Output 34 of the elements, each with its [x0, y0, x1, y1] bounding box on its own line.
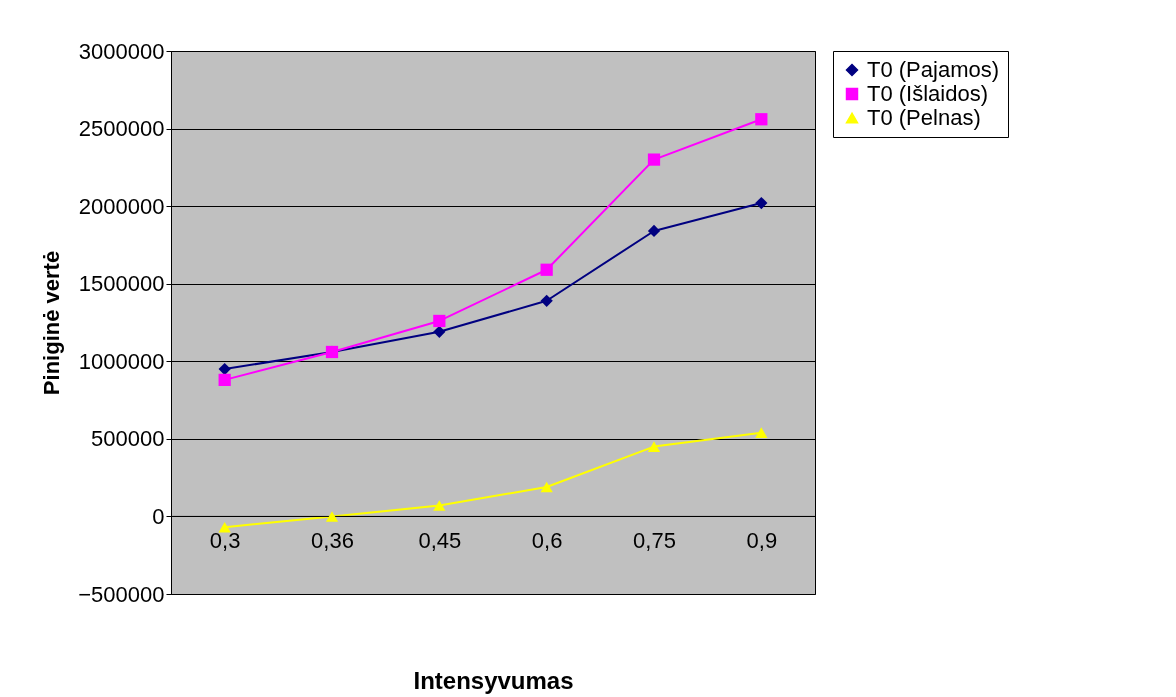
y-tick-label: −500000 [78, 581, 165, 607]
legend-label: T0 (Pelnas) [867, 105, 981, 130]
point [218, 521, 231, 533]
point [218, 373, 231, 387]
point [325, 511, 339, 522]
point [540, 481, 553, 493]
x-tick-label: 0,45 [418, 527, 462, 553]
y-tick-label: 1500000 [78, 271, 165, 297]
point [218, 362, 231, 376]
y-tick-label: 2000000 [78, 193, 165, 219]
x-tick-label: 0,9 [746, 527, 778, 553]
x-tick-label: 0,36 [311, 527, 354, 553]
y-tick-label: 1000000 [78, 348, 165, 374]
point [755, 427, 768, 438]
y-axis-title: Piniginė vertė [39, 250, 65, 396]
point [755, 196, 768, 210]
point [540, 263, 553, 276]
point [647, 441, 661, 452]
x-tick-label: 0,3 [209, 527, 241, 553]
point [433, 500, 446, 511]
y-tick-label: 0 [152, 503, 165, 529]
point [755, 113, 768, 126]
x-tick-label: 0,75 [633, 527, 676, 553]
point [647, 224, 661, 238]
y-tick-label: 2500000 [78, 116, 165, 142]
y-tick-label: 3000000 [78, 38, 165, 64]
x-axis-title: Intensyvumas [413, 666, 574, 694]
point [540, 294, 553, 307]
y-tick-label: 500000 [91, 426, 165, 452]
point [647, 153, 661, 166]
legend-label: T0 (Pajamos) [867, 57, 1000, 82]
legend-label: T0 (Išlaidos) [867, 81, 989, 106]
point [433, 314, 446, 328]
x-tick-label: 0,6 [531, 527, 563, 553]
